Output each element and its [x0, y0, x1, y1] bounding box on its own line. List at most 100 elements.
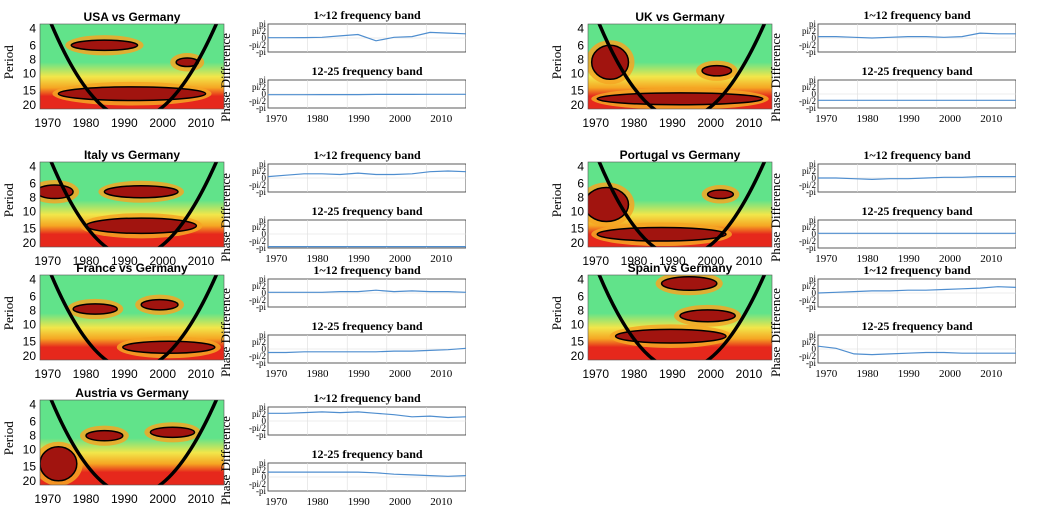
x-tick-label: 1970: [265, 113, 288, 125]
phase-tick-label: -pi: [806, 47, 816, 57]
y-tick-label: 10: [23, 204, 37, 218]
y-tick-label: 10: [23, 66, 37, 80]
band-title: 1~12 frequency band: [313, 265, 421, 277]
band-title: 1~12 frequency band: [313, 393, 421, 405]
band-title: 1~12 frequency band: [863, 10, 971, 22]
x-tick-label: 2000: [149, 492, 176, 506]
phase-tick-label: -pi: [256, 430, 266, 440]
significance-region: [58, 87, 205, 101]
y-axis-label: Period: [549, 183, 564, 217]
x-tick-label: 1980: [621, 367, 648, 381]
x-tick-label: 2010: [188, 367, 215, 381]
y-axis-label: Period: [549, 45, 564, 79]
x-tick-label: 1990: [111, 116, 138, 130]
phase-tick-label: -pi: [256, 486, 266, 496]
y-tick-label: 8: [577, 191, 584, 205]
y-tick-label: 15: [571, 221, 585, 235]
x-tick-label: 1970: [582, 116, 609, 130]
x-tick-label: 1980: [857, 113, 880, 125]
x-tick-label: 1970: [265, 253, 288, 265]
y-tick-label: 20: [23, 349, 37, 363]
x-tick-label: 1990: [348, 496, 371, 508]
x-tick-label: 2000: [389, 368, 412, 380]
y-tick-label: 8: [29, 53, 36, 67]
band-title: 12-25 frequency band: [311, 64, 422, 78]
band-title: 12-25 frequency band: [311, 447, 422, 461]
y-tick-label: 8: [29, 304, 36, 318]
significance-region: [708, 190, 734, 199]
significance-region: [141, 300, 178, 310]
x-tick-label: 2000: [389, 113, 412, 125]
x-tick-label: 1970: [34, 116, 61, 130]
y-tick-label: 8: [29, 429, 36, 443]
phase-difference-chart-portugal-vs-germany: 1~12 frequency bandpipi/20-pi/2-pi12-25 …: [768, 150, 1016, 270]
x-tick-label: 2010: [736, 367, 763, 381]
y-tick-label: 6: [29, 289, 36, 303]
y-tick-label: 4: [29, 159, 36, 173]
phase-difference-chart-usa-vs-germany: 1~12 frequency bandpipi/20-pi/2-pi12-25 …: [218, 10, 466, 130]
phase-tick-label: -pi: [256, 47, 266, 57]
y-axis-label: Period: [1, 296, 16, 330]
y-tick-label: 15: [23, 459, 37, 473]
y-tick-label: 4: [577, 159, 584, 173]
x-tick-label: 1980: [307, 253, 330, 265]
phase-tick-label: -pi: [256, 243, 266, 253]
y-tick-label: 8: [577, 53, 584, 67]
x-tick-label: 1970: [265, 368, 288, 380]
significance-region: [86, 431, 123, 441]
x-tick-label: 2010: [736, 116, 763, 130]
y-tick-label: 6: [577, 289, 584, 303]
significance-region: [662, 277, 717, 291]
x-tick-label: 1990: [111, 367, 138, 381]
y-tick-label: 6: [29, 414, 36, 428]
y-tick-label: 15: [23, 83, 37, 97]
x-tick-label: 1980: [857, 253, 880, 265]
band-title: 12-25 frequency band: [861, 204, 972, 218]
y-tick-label: 6: [29, 176, 36, 190]
y-tick-label: 10: [571, 204, 585, 218]
x-tick-label: 2010: [980, 113, 1003, 125]
band-title: 12-25 frequency band: [311, 319, 422, 333]
y-tick-label: 10: [571, 66, 585, 80]
y-tick-label: 8: [29, 191, 36, 205]
y-tick-label: 15: [571, 83, 585, 97]
band-title: 1~12 frequency band: [863, 150, 971, 162]
y-tick-label: 4: [577, 21, 584, 35]
phase-tick-label: -pi: [256, 358, 266, 368]
x-tick-label: 2000: [939, 113, 962, 125]
phase-tick-label: -pi: [806, 358, 816, 368]
x-tick-label: 1990: [898, 253, 921, 265]
x-tick-label: 2000: [697, 116, 724, 130]
significance-region: [71, 40, 137, 50]
y-tick-label: 20: [571, 236, 585, 250]
x-tick-label: 2000: [939, 368, 962, 380]
x-tick-label: 1970: [815, 253, 838, 265]
phase-tick-label: -pi: [256, 103, 266, 113]
y-tick-label: 4: [577, 272, 584, 286]
x-tick-label: 1990: [111, 492, 138, 506]
y-tick-label: 15: [23, 221, 37, 235]
y-tick-label: 10: [571, 317, 585, 331]
x-tick-label: 2010: [188, 116, 215, 130]
band-title: 12-25 frequency band: [861, 64, 972, 78]
x-tick-label: 1970: [34, 492, 61, 506]
x-tick-label: 1980: [307, 496, 330, 508]
band-title: 12-25 frequency band: [861, 319, 972, 333]
x-tick-label: 2010: [188, 492, 215, 506]
significance-region: [680, 310, 735, 322]
phase-difference-chart-italy-vs-germany: 1~12 frequency bandpipi/20-pi/2-pi12-25 …: [218, 150, 466, 270]
band-title: 1~12 frequency band: [863, 265, 971, 277]
phase-difference-chart-spain-vs-germany: 1~12 frequency bandpipi/20-pi/2-pi12-25 …: [768, 265, 1016, 385]
y-tick-label: 8: [577, 304, 584, 318]
y-tick-label: 4: [29, 21, 36, 35]
